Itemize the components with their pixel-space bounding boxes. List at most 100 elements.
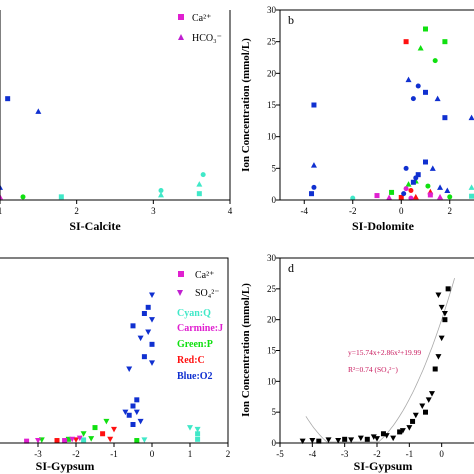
legend-hco3-label: HCO₃⁻ (192, 33, 222, 44)
data-point-j (76, 435, 83, 442)
panel-c-frame (0, 257, 229, 444)
data-point-so4 (419, 403, 426, 409)
data-point-j (408, 195, 414, 201)
data-point-q (196, 181, 203, 187)
panel-d-ytick-label: 25 (267, 284, 277, 294)
panel-a-frame (0, 10, 231, 201)
data-point-o2 (309, 191, 315, 197)
data-point-o2 (413, 175, 419, 181)
data-point-so4 (406, 425, 413, 431)
panel-d-xtick-label: 0 (439, 449, 444, 459)
data-point-c (54, 438, 60, 444)
panel-c-marks (24, 292, 201, 444)
panel-d-ytick-label: 15 (267, 346, 277, 356)
fit-equation: y=15.74x+2.86x²+19.99 (348, 348, 421, 357)
data-point-o2 (410, 96, 416, 102)
panel-c-legend: Ca²⁺ SO₄²⁻ (177, 270, 220, 299)
data-point-j (0, 193, 3, 200)
data-point-o2 (5, 96, 11, 102)
data-point-so4 (412, 412, 419, 419)
data-point-p (417, 45, 424, 51)
panel-b-ytick-label: 25 (267, 37, 277, 47)
panel-c-xlabel: SI-Gypsum (36, 459, 95, 473)
panel-b-xtick-label: 0 (399, 206, 404, 216)
panel-c-xtick-label: -1 (110, 449, 118, 459)
data-point-so4 (445, 286, 451, 292)
panel-b-xtick-label: -4 (301, 206, 309, 216)
data-point-c (73, 437, 79, 443)
data-point-j (386, 194, 393, 200)
data-point-o2 (442, 115, 448, 121)
group-labels: Cyan:Q Carmine:J Green:P Red:C Blue:O2 (177, 308, 223, 382)
fit-r2: R²=0.74 (SO₄²⁻) (348, 365, 398, 374)
data-point-so4 (425, 397, 432, 403)
data-point-q (194, 426, 201, 433)
panel-d-ticks: -5 -4 -3 -2 -1 0 0 5 10 15 20 25 30 (267, 253, 444, 459)
data-point-q (200, 172, 206, 178)
data-point-q (158, 191, 164, 198)
panel-b-letter: b (288, 13, 294, 27)
data-point-o2 (311, 184, 317, 190)
data-point-so4 (370, 434, 377, 440)
data-point-so4 (441, 311, 448, 317)
data-point-q (469, 193, 474, 199)
panel-b-ylabel: Ion Concentration (mmol/L) (240, 38, 252, 172)
data-point-so4 (435, 292, 442, 298)
data-point-j (427, 192, 433, 198)
data-point-j (24, 438, 30, 444)
panel-d-xtick-label: -4 (309, 449, 317, 459)
group-label-c: Red:C (177, 355, 205, 366)
data-point-so4 (342, 436, 348, 442)
data-point-o2 (423, 159, 428, 165)
data-point-so4 (309, 438, 316, 444)
data-point-o2 (149, 341, 155, 347)
data-point-c (107, 436, 114, 443)
data-point-so4 (364, 436, 370, 442)
data-point-o2 (423, 89, 428, 95)
data-point-so4 (432, 366, 438, 372)
data-point-so4 (399, 428, 406, 434)
data-point-c (100, 431, 106, 437)
data-point-o2 (130, 323, 136, 329)
legend-ca-label: Ca²⁺ (192, 13, 211, 24)
data-point-p (425, 183, 431, 189)
data-point-so4 (325, 437, 332, 443)
panel-d-marks (299, 286, 451, 445)
data-point-o2 (437, 184, 444, 190)
data-point-so4 (423, 409, 428, 415)
panel-b-ytick-label: 10 (267, 132, 277, 142)
data-point-q (195, 431, 201, 437)
panel-a-marks (0, 96, 206, 200)
panel-a-xtick-label: 3 (151, 206, 156, 216)
data-point-o2 (410, 179, 416, 185)
panel-d-ytick-label: 10 (267, 376, 277, 386)
data-point-o2 (130, 403, 136, 409)
data-point-o2 (468, 114, 474, 121)
data-point-q (196, 191, 202, 197)
data-point-j (437, 193, 444, 200)
data-point-o2 (429, 165, 436, 171)
panel-d-ytick-label: 0 (272, 438, 277, 448)
data-point-o2 (145, 304, 151, 310)
data-point-o2 (35, 108, 42, 114)
panel-a-xtick-label: 4 (228, 206, 233, 216)
group-label-o2: Blue:O2 (177, 371, 213, 382)
legend-so4-label: SO₄²⁻ (195, 288, 220, 299)
panel-b-ytick-label: 0 (272, 195, 277, 205)
panel-c-ticks: -3 -2 -1 0 1 2 (34, 443, 230, 459)
panel-d-letter: d (288, 261, 294, 275)
data-point-p (405, 181, 412, 187)
data-point-o2 (149, 292, 155, 298)
group-label-q: Cyan:Q (177, 308, 211, 319)
data-point-o2 (141, 311, 147, 316)
panel-c-xtick-label: -2 (72, 449, 80, 459)
data-point-so4 (435, 354, 442, 360)
panel-a-xtick-label: 1 (0, 206, 2, 216)
data-point-q (468, 184, 474, 190)
legend-ca-label-c: Ca²⁺ (195, 270, 214, 281)
data-point-o2 (149, 360, 155, 366)
data-point-q (187, 425, 193, 431)
data-point-so4 (299, 438, 306, 445)
panel-d-ylabel: Ion Concentration (mmol/L) (240, 283, 252, 417)
data-point-p (88, 436, 95, 442)
